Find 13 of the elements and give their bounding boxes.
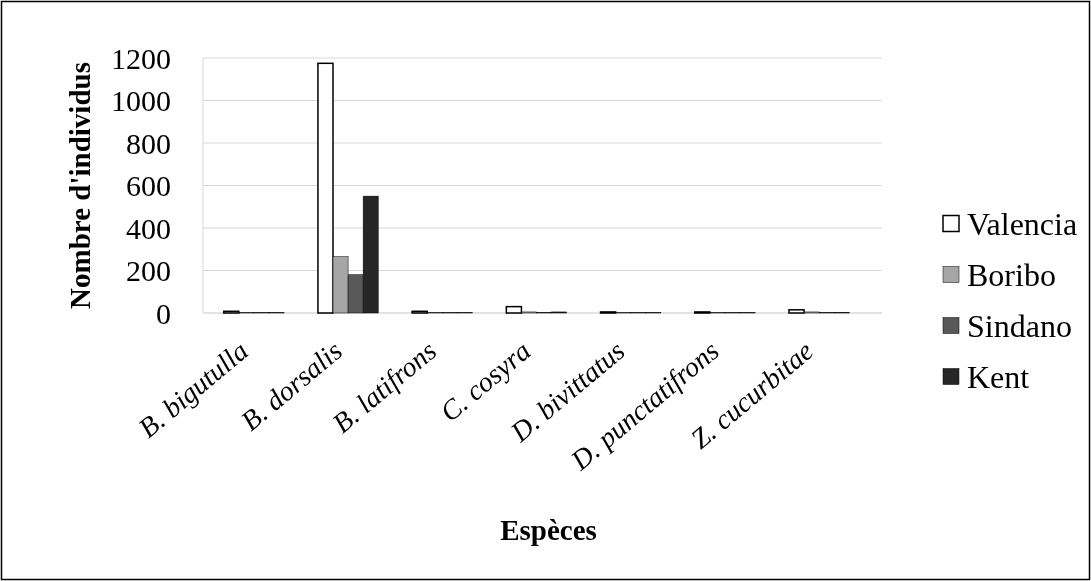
legend-label: Boribo (967, 256, 1056, 293)
legend-label: Sindano (967, 307, 1072, 344)
y-tick-label: 1000 (111, 84, 171, 117)
x-axis-title: Espèces (500, 514, 597, 546)
y-tick-label: 600 (126, 169, 171, 202)
y-tick-label: 1200 (111, 41, 171, 75)
y-tick-label: 0 (156, 296, 171, 330)
y-tick-label: 200 (126, 254, 171, 287)
y-tick-label: 400 (126, 211, 171, 245)
y-axis-title: Nombre d'individus (64, 62, 97, 309)
y-tick-label: 800 (126, 126, 171, 160)
legend-label: Valencia (967, 205, 1078, 242)
legend-label: Kent (967, 358, 1030, 395)
